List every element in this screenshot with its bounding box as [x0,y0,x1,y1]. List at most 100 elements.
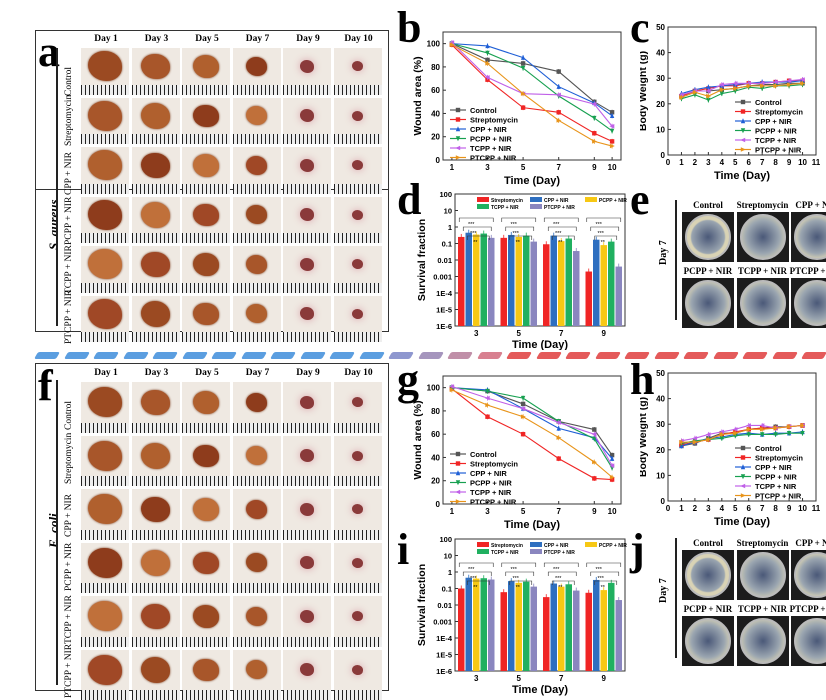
wound [352,397,363,407]
legend-swatch [477,204,489,209]
legend-item: PCPP + NIR [585,197,627,204]
bar [523,582,530,671]
x-axis-label: Time (Day) [512,339,568,350]
separator-dash [653,352,679,359]
day-label: Day 1 [78,34,134,44]
agar-plate [737,278,789,328]
y-tick-label: 0.1 [442,240,452,249]
group-label: PCPP + NIR [64,542,74,590]
bar [473,579,480,671]
ruler-scale [334,283,382,293]
ruler-scale [283,233,331,243]
data-point [592,131,596,135]
ruler-scale [233,233,281,243]
wound [300,396,314,409]
bar [551,236,558,326]
legend-label: TCPP + NIR [491,550,519,556]
y-tick-label: 100 [439,535,452,544]
ruler-scale [334,233,382,243]
y-axis-label: Body Weight (g) [640,51,649,131]
day-label: Day 5 [179,368,235,378]
wound [141,657,170,683]
plate-label: PTCPP + NIR [787,604,826,614]
y-tick-label: 40 [656,49,665,58]
separator-dash [122,352,148,359]
wound-photo [283,296,331,343]
legend-label: PTCPP + NIR [544,550,575,556]
bar [616,267,623,326]
wound-photo [334,48,382,95]
wound-photo [81,650,129,700]
legend-label: Control [470,450,497,459]
significance-bracket [459,218,493,222]
wound [141,103,170,129]
x-tick-label: 9 [602,329,607,338]
separator-dash [506,352,532,359]
wound [88,655,122,685]
y-tick-label: 30 [656,74,665,83]
group-label: PTCPP + NIR [64,289,74,343]
separator-dash [742,352,768,359]
wound [193,303,219,326]
legend-item: PTCPP + NIR [530,549,575,556]
data-point [456,499,461,503]
legend-item: TCPP + NIR [450,488,512,497]
wound-photo [233,48,281,95]
x-tick-label: 1 [679,504,684,513]
wound [246,553,267,572]
data-point [455,146,460,150]
wound [300,109,314,122]
species-label-a: S. aureus [46,199,62,250]
ruler-scale [334,134,382,144]
ruler-scale [334,332,382,342]
wound [141,153,170,179]
ruler-scale [233,184,281,194]
wound-photo [81,596,129,647]
wound-photo [233,382,281,433]
wound [352,504,363,514]
legend-label: PCPP + NIR [470,479,512,488]
ruler-scale [81,476,129,486]
ruler-scale [132,637,180,647]
x-tick-label: 10 [608,507,617,516]
ruler-scale [334,476,382,486]
agar-plate [791,616,826,666]
separator-dash [270,352,296,359]
separator-dash [771,352,797,359]
wound-photo [182,296,230,343]
x-tick-label: 9 [787,158,792,167]
y-tick-label: 10 [444,207,452,216]
ruler-scale [283,85,331,95]
legend-label: Control [470,106,497,115]
agar-plate [737,550,789,600]
wound [246,205,267,224]
legend-item: Streptomycin [735,108,803,117]
wound [352,259,363,269]
x-tick-label: 0 [666,158,671,167]
divider-a [56,48,58,326]
ruler-scale [81,134,129,144]
day-label: Day 3 [129,34,185,44]
bar [566,239,573,326]
ruler-scale [132,184,180,194]
agar-plate [791,212,826,262]
wound-photo [132,246,180,293]
wound [193,498,219,521]
day-7-label: Day 7 [658,240,669,265]
y-tick-label: 0.001 [433,273,452,282]
group-label: Streptomycin [64,94,74,145]
ruler-scale [182,184,230,194]
wound [352,210,363,220]
wound-photo [334,296,382,343]
agar-plate [682,278,734,328]
wound [300,556,314,569]
data-point [741,455,745,459]
separator-dash [447,352,473,359]
y-axis-label: Wound area (%) [412,400,424,479]
separator-dash [211,352,237,359]
wound-photo [283,436,331,487]
ruler-scale [81,332,129,342]
wound-photo [334,650,382,700]
x-tick-label: 5 [521,507,526,516]
